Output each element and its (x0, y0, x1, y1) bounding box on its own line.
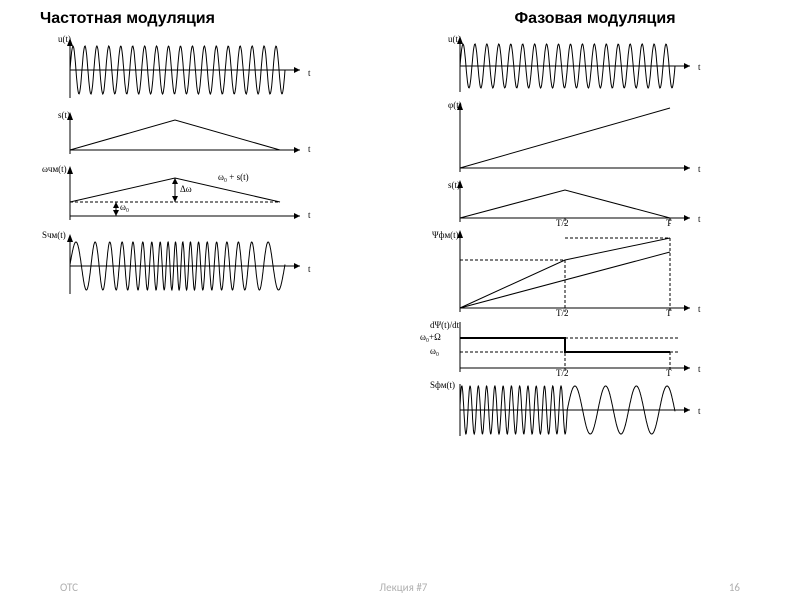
right-plot-dpsi: dΨ(t)/dt ω₀+Ω ω₀ T/2 T t (430, 320, 760, 376)
ylabel-wchm: ωчм(t) (42, 164, 67, 174)
r-ylabel-psi: Ψфм(t) (432, 230, 459, 240)
r-dpsi-t: T (666, 368, 672, 378)
r-xlabel-dpsi: t (698, 364, 701, 374)
xlabel-schm: t (308, 264, 311, 274)
freq-mod-column: Частотная модуляция u(t) t s(t) t ωчм(t) (40, 10, 370, 306)
annot-w0: ω₀ (120, 202, 129, 212)
footer-left: ОТС (60, 581, 78, 594)
left-plot-ut: u(t) t (40, 34, 370, 106)
r-xlabel-ut: t (698, 62, 701, 72)
right-plot-ut: u(t) t (430, 34, 760, 96)
r-dpsi-t2: T/2 (556, 368, 569, 378)
r-ylabel-spm: Sфм(t) (430, 380, 455, 390)
phase-mod-title: Фазовая модуляция (430, 10, 760, 28)
footer-right: 16 (729, 581, 740, 594)
r-st-t: T (666, 218, 672, 228)
r-dpsi-y1: ω₀+Ω (420, 332, 441, 342)
footer-center: Лекция #7 (379, 581, 427, 594)
right-plot-st: s(t) T/2 T t (430, 180, 760, 226)
phase-mod-column: Фазовая модуляция u(t) t φ(t) t s(t) (430, 10, 760, 444)
r-psi-t: T (666, 308, 672, 318)
ylabel-schm: Sчм(t) (42, 230, 66, 240)
r-ylabel-phi: φ(t) (448, 100, 462, 110)
xlabel-wchm: t (308, 210, 311, 220)
right-plot-phi: φ(t) t (430, 100, 760, 176)
r-st-t2: T/2 (556, 218, 569, 228)
r-ylabel-st: s(t) (448, 180, 460, 190)
annot-dw: Δω (180, 184, 192, 194)
r-xlabel-phi: t (698, 164, 701, 174)
left-plot-st: s(t) t (40, 110, 370, 160)
freq-mod-title: Частотная модуляция (40, 10, 370, 28)
ylabel-ut: u(t) (58, 34, 71, 44)
left-plot-schm: Sчм(t) t (40, 230, 370, 302)
r-ylabel-ut: u(t) (448, 34, 461, 44)
r-ylabel-dpsi: dΨ(t)/dt (430, 320, 459, 330)
right-plot-psi: Ψфм(t) T/2 T t (430, 230, 760, 316)
r-dpsi-y2: ω₀ (430, 346, 439, 356)
r-xlabel-st: t (698, 214, 701, 224)
right-plot-spm: Sфм(t) t (430, 380, 760, 440)
xlabel-ut: t (308, 68, 311, 78)
r-psi-t2: T/2 (556, 308, 569, 318)
ylabel-st: s(t) (58, 110, 70, 120)
footer: ОТС Лекция #7 16 (0, 581, 800, 594)
annot-sum: ω₀ + s(t) (218, 172, 249, 182)
r-xlabel-psi: t (698, 304, 701, 314)
xlabel-st: t (308, 144, 311, 154)
left-plot-wchm: ωчм(t) ω₀ Δω ω₀ + s(t) t (40, 164, 370, 226)
r-xlabel-spm: t (698, 406, 701, 416)
